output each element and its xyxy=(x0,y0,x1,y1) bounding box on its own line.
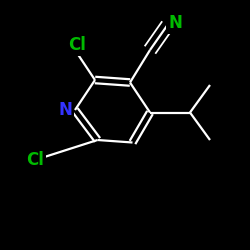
Text: Cl: Cl xyxy=(26,151,44,169)
Text: N: N xyxy=(58,101,72,119)
Text: Cl: Cl xyxy=(68,36,86,54)
Text: N: N xyxy=(168,14,182,32)
